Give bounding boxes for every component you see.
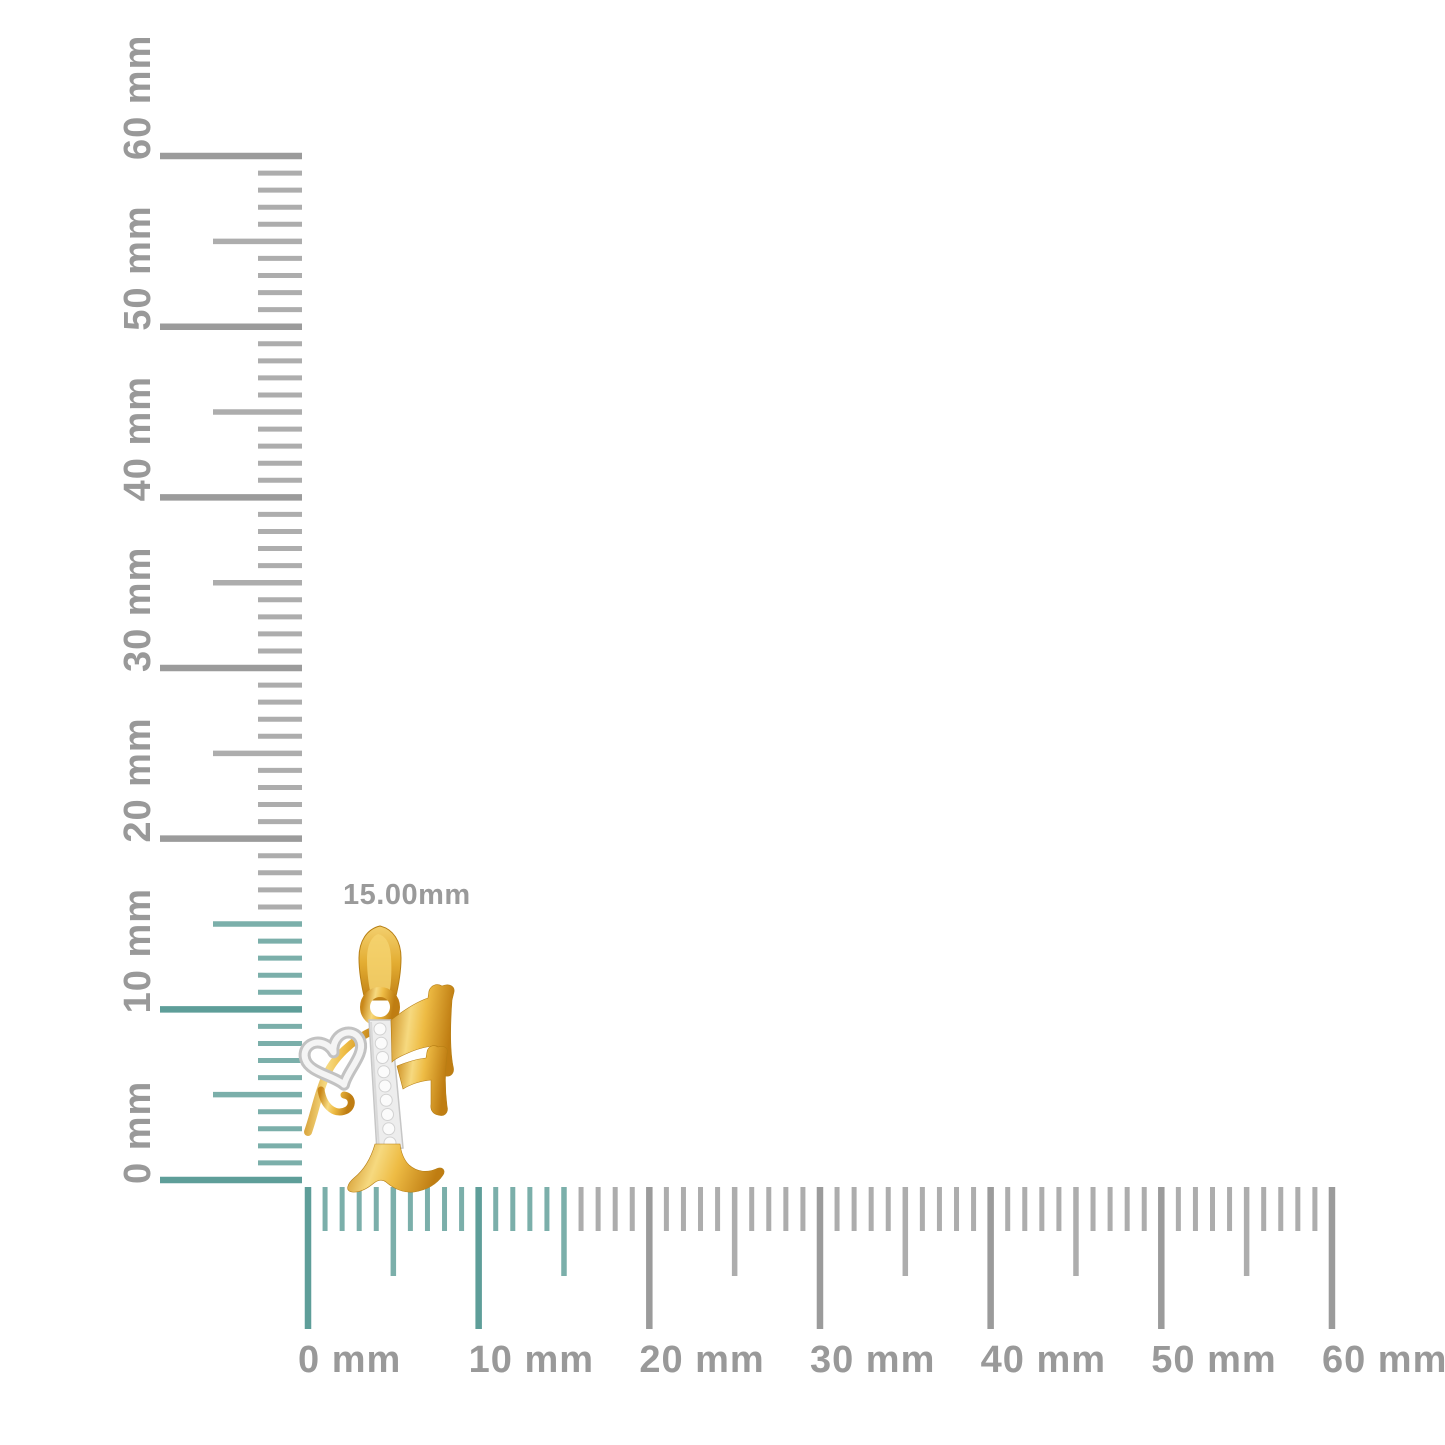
ruler-label: 20 mm — [639, 1339, 764, 1381]
ruler-label: 50 mm — [1151, 1339, 1276, 1381]
ruler-label: 40 mm — [117, 376, 159, 501]
diamond-stone — [374, 1036, 388, 1050]
horizontal-ruler: 0 mm 10 mm 20 mm 30 mm 40 mm 50 mm 60 mm — [298, 1187, 1445, 1381]
vertical-ruler: 0 mm 10 mm 20 mm 30 mm 40 mm 50 mm 60 mm — [117, 35, 302, 1184]
dimension-label: 15.00mm — [343, 879, 471, 911]
ruler-label: 0 mm — [117, 1081, 159, 1184]
diamond-stone — [373, 1022, 387, 1036]
diamond-stone — [379, 1093, 393, 1107]
pendant-heart — [298, 1026, 368, 1091]
ruler-label: 10 mm — [469, 1339, 594, 1381]
ruler-label: 10 mm — [117, 888, 159, 1013]
ruler-label: 30 mm — [810, 1339, 935, 1381]
diamond-stone — [377, 1065, 391, 1079]
ruler-label: 0 mm — [298, 1339, 401, 1381]
ruler-label: 20 mm — [117, 717, 159, 842]
ruler-label: 30 mm — [117, 547, 159, 672]
ruler-label: 50 mm — [117, 205, 159, 330]
pendant-image — [298, 925, 455, 1193]
pendant-diamond-stem — [368, 1019, 404, 1153]
diamond-stone — [376, 1051, 389, 1064]
diamond-stone — [378, 1079, 392, 1093]
pendant-bail — [358, 925, 402, 1027]
diamond-stone — [381, 1108, 394, 1121]
ruler-label: 60 mm — [117, 35, 159, 160]
ruler-label: 60 mm — [1322, 1339, 1445, 1381]
ruler-label: 40 mm — [981, 1339, 1106, 1381]
diamond-stone — [382, 1122, 396, 1136]
pendant-letter-f — [347, 984, 455, 1193]
